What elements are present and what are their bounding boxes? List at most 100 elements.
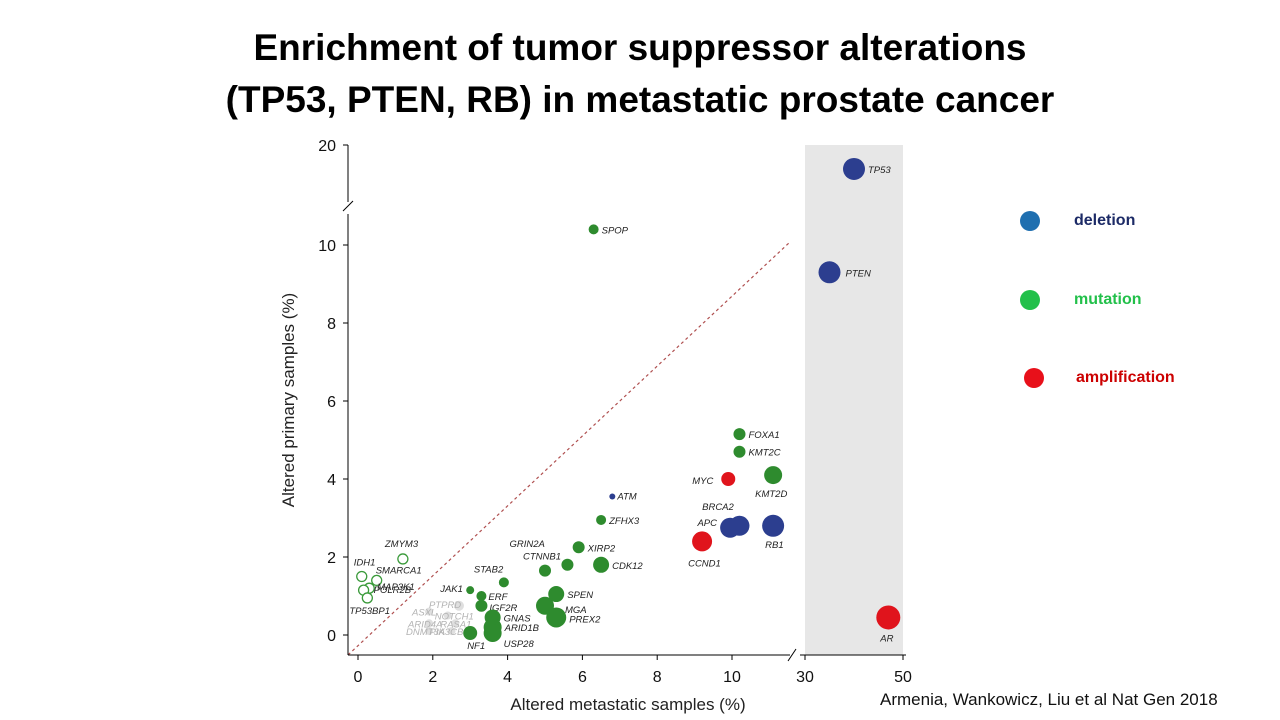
mutation-legend-label: mutation xyxy=(1074,291,1142,308)
data-label-rb1: RB1 xyxy=(765,540,783,551)
data-label-mga: MGA xyxy=(565,605,587,616)
data-label-jak1: JAK1 xyxy=(439,584,463,595)
data-label-rasa1: RASA1 xyxy=(440,619,471,630)
data-point-kmt2c xyxy=(733,445,746,458)
data-point-xirp2 xyxy=(572,541,585,554)
legend-mutation: mutation xyxy=(1020,290,1142,310)
data-point-foxa1 xyxy=(733,428,746,441)
diagonal-reference-line xyxy=(347,241,791,656)
data-label-arid1b: ARID1B xyxy=(504,623,540,634)
y-tick-label: 20 xyxy=(318,138,336,155)
data-point-usp28 xyxy=(483,624,502,643)
title-line-1: Enrichment of tumor suppressor alteratio… xyxy=(253,27,1027,68)
data-point-kmt2d xyxy=(764,466,783,485)
y-axis-break-mark xyxy=(342,200,354,212)
data-point-tp53 xyxy=(843,157,865,180)
data-point-atm xyxy=(609,493,616,500)
mutation-legend-marker xyxy=(1020,290,1040,310)
data-point-asxl xyxy=(425,607,434,616)
y-tick-label: 8 xyxy=(327,316,336,333)
data-label-grin2a: GRIN2A xyxy=(509,539,544,550)
data-point-spop xyxy=(588,224,599,235)
data-label-spop: SPOP xyxy=(602,225,629,236)
data-point-pten xyxy=(818,261,841,284)
data-point-ccnd1 xyxy=(692,531,713,552)
data-label-pten: PTEN xyxy=(846,268,871,279)
data-point-notch1 xyxy=(443,611,452,620)
data-label-tp53bp1: TP53BP1 xyxy=(349,606,390,617)
deletion-legend-label: deletion xyxy=(1074,212,1136,229)
data-label-zfhx3: ZFHX3 xyxy=(608,516,640,527)
y-tick-label: 2 xyxy=(327,550,336,567)
data-label-smarca1: SMARCA1 xyxy=(376,565,422,576)
x-tick-label: 8 xyxy=(653,669,662,686)
data-label-dnmt3a: DNMT3A xyxy=(406,627,445,638)
data-point-rb1 xyxy=(762,514,785,537)
data-point-erf xyxy=(476,591,487,601)
amplification-legend-marker xyxy=(1024,368,1044,388)
data-point-spen xyxy=(548,586,565,603)
legend-deletion: deletion xyxy=(1020,211,1135,231)
legend-amplification: amplification xyxy=(1024,368,1175,388)
data-point-ptprd xyxy=(453,600,464,611)
data-label-map3k1: MAP3K1 xyxy=(377,582,415,593)
data-label-foxa1: FOXA1 xyxy=(748,430,779,441)
data-label-spen: SPEN xyxy=(567,590,593,601)
data-label-kmt2d: KMT2D xyxy=(755,489,787,500)
slide-title: Enrichment of tumor suppressor alteratio… xyxy=(0,22,1280,126)
data-label-pik3cb: PIK3CB xyxy=(430,627,464,638)
data-point-arid4a xyxy=(425,619,434,628)
title-line-2: (TP53, PTEN, RB) in metastatic prostate … xyxy=(225,79,1055,120)
data-label-usp28: USP28 xyxy=(504,639,535,650)
x-axis-label: Altered metastatic samples (%) xyxy=(510,695,745,714)
metastatic-enriched-panel xyxy=(805,145,903,655)
data-point-idh1 xyxy=(356,570,368,583)
data-point-ctnnb1 xyxy=(539,564,551,577)
data-label-atm: ATM xyxy=(616,492,636,503)
data-label-tp53: TP53 xyxy=(868,165,891,176)
data-point-igf2r xyxy=(475,599,488,612)
data-label-polr2b: POLR2B xyxy=(374,585,412,596)
data-label-ar: AR xyxy=(879,633,893,644)
x-tick-label: 4 xyxy=(503,669,512,686)
data-label-gnas: GNAS xyxy=(504,613,532,624)
x-tick-label: 2 xyxy=(428,669,437,686)
data-point-grin2a xyxy=(561,558,574,571)
data-label-arid4a: ARID4A xyxy=(407,619,442,630)
data-label-prex2: PREX2 xyxy=(569,614,601,625)
data-label-notch1: NOTCH1 xyxy=(435,612,474,623)
data-label-ctnnb1: CTNNB1 xyxy=(523,552,561,563)
data-point-myc xyxy=(721,472,736,486)
data-point-pik3cb xyxy=(447,627,456,636)
data-point-tp53bp1 xyxy=(361,592,374,604)
data-label-xirp2: XIRP2 xyxy=(587,543,616,554)
data-label-asxl: ASXL xyxy=(411,608,436,619)
data-point-nf1 xyxy=(463,626,478,641)
data-point-zfhx3 xyxy=(596,514,607,525)
data-label-idh1: IDH1 xyxy=(354,558,376,569)
data-point-ar xyxy=(876,605,901,630)
x-axis-break-mark xyxy=(787,648,797,662)
data-label-ccnd1: CCND1 xyxy=(688,558,721,569)
data-label-apc: APC xyxy=(696,518,717,529)
y-axis-label: Altered primary samples (%) xyxy=(279,293,298,507)
data-point-rasa1 xyxy=(451,619,460,628)
data-point-stab2 xyxy=(498,577,509,588)
y-tick-label: 4 xyxy=(327,472,336,489)
x-tick-label: 50 xyxy=(894,669,912,686)
y-tick-label: 0 xyxy=(327,628,336,645)
data-label-brca2: BRCA2 xyxy=(702,502,734,513)
data-point-cdk12 xyxy=(593,556,610,573)
data-label-ptprd: PTPRD xyxy=(429,600,461,611)
data-point-dnmt3a xyxy=(425,627,434,636)
data-point-jak1 xyxy=(466,586,475,595)
x-tick-label: 10 xyxy=(723,669,741,686)
amplification-legend-label: amplification xyxy=(1076,369,1175,386)
data-label-myc: MYC xyxy=(692,476,713,487)
data-point-prex2 xyxy=(546,607,567,628)
data-point-smarca1 xyxy=(371,574,383,587)
data-label-stab2: STAB2 xyxy=(474,564,504,575)
data-point-zmym3 xyxy=(397,553,409,565)
data-label-zmym3: ZMYM3 xyxy=(384,539,419,550)
